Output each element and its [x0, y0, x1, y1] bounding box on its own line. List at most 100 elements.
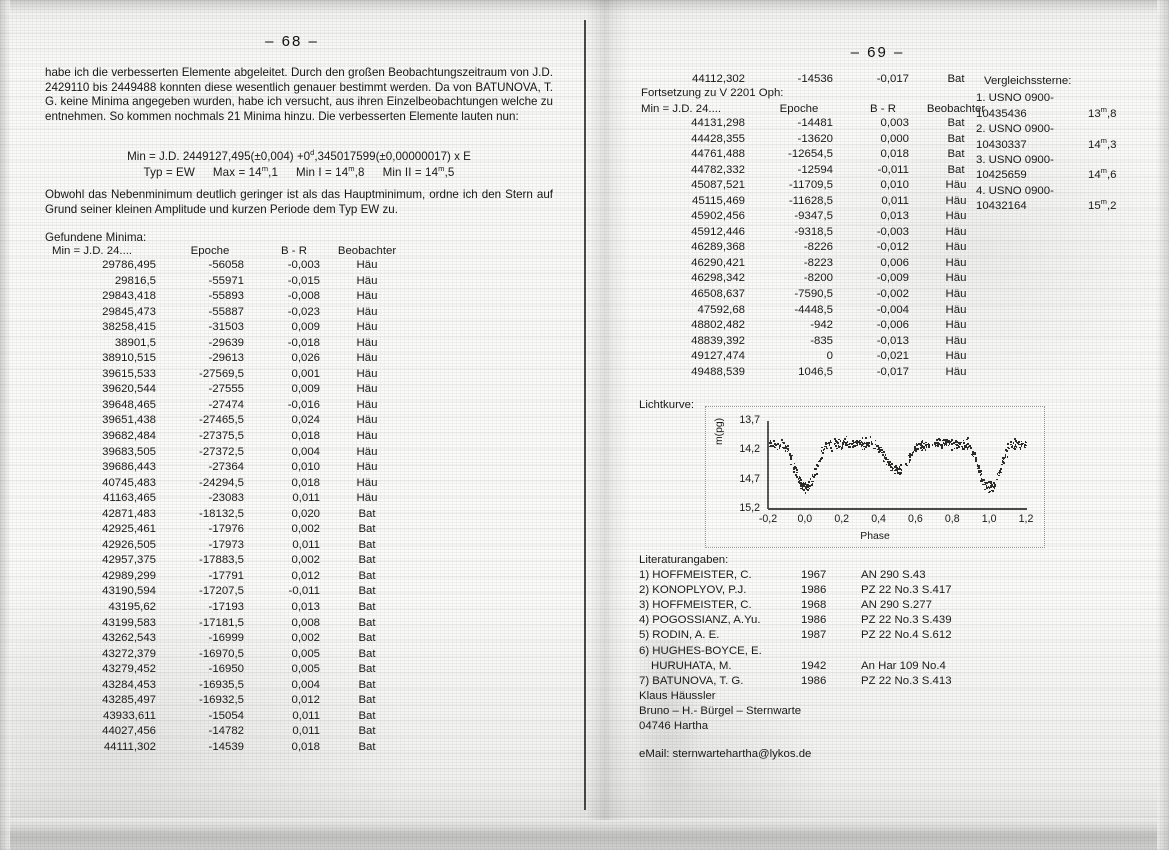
chart-data-point: [1013, 446, 1016, 448]
chart-data-point: [959, 443, 961, 445]
cell-jd: 45902,456: [691, 210, 745, 223]
chart-data-point: [838, 446, 840, 448]
cell-epoche: -15054: [208, 709, 244, 722]
chart-data-point: [856, 440, 858, 443]
chart-data-point: [982, 478, 984, 481]
minima-table-left: Min = J.D. 24.... Epoche B - R Beobachte…: [52, 245, 406, 756]
chart-data-point: [935, 442, 938, 444]
cell-beobachter: Bat: [358, 663, 376, 676]
cell-beobachter: Bat: [358, 538, 376, 551]
chart-data-point: [819, 460, 822, 462]
chart-data-point: [834, 444, 837, 447]
cell-jd: 41163,465: [103, 492, 156, 505]
chart-data-point: [876, 445, 878, 447]
cell-jd: 46298,342: [691, 272, 745, 285]
chart-data-point: [1002, 458, 1005, 460]
chart-data-point: [808, 485, 811, 487]
cell-epoche: -12594: [797, 163, 833, 176]
table-row: 39651,438 -27465,5 0,024 Häu: [52, 413, 406, 429]
chart-data-point: [938, 438, 940, 441]
chart-data-point: [770, 442, 773, 444]
cell-jd: 38901,5: [114, 336, 156, 349]
chart-data-point: [914, 446, 916, 449]
chart-data-point: [989, 485, 992, 488]
comparison-star-line1: 1. USNO 0900-: [976, 92, 1054, 105]
chart-data-point: [791, 454, 793, 457]
chart-data-point: [917, 443, 920, 445]
chart-data-point: [781, 439, 783, 441]
chart-xtick: 0,6: [908, 513, 923, 525]
cell-br: 0,012: [291, 569, 320, 582]
cell-epoche: -56058: [208, 259, 244, 271]
chart-data-point: [825, 445, 828, 448]
chart-data-point: [823, 448, 826, 450]
chart-data-point: [811, 484, 813, 487]
cell-jd: 43262,543: [102, 632, 156, 645]
chart-data-point: [923, 446, 925, 449]
chart-data-point: [803, 482, 805, 485]
chart-xtick: 0,4: [871, 513, 886, 525]
chart-data-point: [978, 471, 980, 474]
cell-br: -0,015: [287, 274, 320, 287]
chart-data-point: [923, 442, 925, 445]
cell-beobachter: Häu: [356, 461, 378, 474]
chart-data-point: [887, 461, 889, 464]
col-header-br: B - R: [870, 103, 896, 115]
chart-data-point: [992, 490, 995, 492]
chart-data-point: [848, 446, 851, 448]
chart-data-point: [823, 445, 826, 448]
cell-beobachter: Bat: [358, 507, 376, 520]
chart-data-point: [888, 463, 890, 465]
chart-data-point: [950, 440, 952, 443]
chart-data-point: [892, 467, 894, 470]
cell-beobachter: Häu: [356, 305, 378, 318]
chart-data-point: [914, 449, 917, 452]
cell-jd: 43199,583: [102, 616, 156, 629]
chart-data-point: [920, 449, 923, 452]
chart-data-point: [1022, 442, 1024, 445]
table-row: 29786,495 -56058 -0,003 Häu: [52, 258, 406, 274]
cell-jd: 46290,421: [691, 256, 745, 269]
chart-data-point: [915, 442, 918, 445]
cell-epoche: -14782: [208, 725, 244, 738]
cell-jd: 43272,379: [102, 647, 156, 660]
cell-beobachter: Häu: [356, 398, 378, 411]
chart-data-point: [963, 442, 965, 444]
chart-data-point: [854, 445, 856, 447]
cell-br: -0,013: [876, 334, 909, 347]
cell-epoche: -8226: [803, 241, 833, 254]
chart-data-point: [987, 481, 990, 484]
cell-beobachter: Häu: [356, 414, 378, 427]
table-row: 46298,342 -8200 -0,009 Häu: [641, 271, 995, 287]
cell-jd: 42871,483: [102, 507, 156, 520]
cell-epoche: -55971: [208, 274, 244, 287]
cell-beobachter: Häu: [945, 179, 967, 192]
table-row: 46508,637 -7590,5 -0,002 Häu: [641, 287, 995, 303]
cell-br: 0,013: [291, 601, 320, 614]
literature-block: Literaturangaben: 1) HOFFMEISTER, C. 1967…: [639, 553, 952, 689]
chart-data-point: [895, 469, 898, 472]
chart-data-point: [907, 454, 910, 457]
chart-data-point: [852, 439, 854, 442]
chart-data-point: [1013, 447, 1015, 450]
chart-data-point: [937, 445, 939, 447]
cell-beobachter: Bat: [947, 117, 965, 129]
chart-data-point: [795, 469, 798, 471]
cell-epoche: -11709,5: [788, 179, 833, 192]
chart-data-point: [1018, 441, 1020, 443]
author-email: eMail: sternwartehartha@lykos.de: [639, 748, 812, 760]
chart-data-point: [1018, 443, 1021, 446]
chart-data-point: [943, 444, 946, 446]
chart-data-point: [1017, 441, 1019, 444]
cell-br: -0,003: [876, 225, 909, 238]
chart-data-point: [961, 448, 964, 450]
chart-data-point: [857, 441, 860, 443]
cell-epoche: -8223: [803, 256, 833, 269]
chart-data-point: [965, 444, 968, 447]
chart-xtick: 0,2: [834, 513, 850, 525]
chart-data-point: [966, 448, 969, 451]
chart-data-point: [801, 485, 804, 488]
chart-data-point: [1020, 440, 1023, 443]
cell-jd: 44112,302: [692, 73, 745, 85]
chart-data-point: [777, 443, 779, 445]
